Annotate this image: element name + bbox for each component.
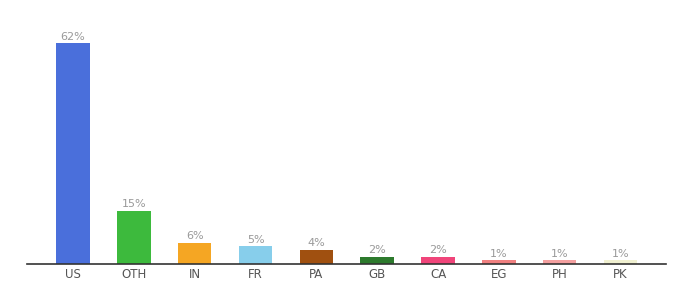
Text: 6%: 6% <box>186 231 203 241</box>
Text: 1%: 1% <box>551 249 568 259</box>
Bar <box>543 260 577 264</box>
Text: 4%: 4% <box>307 238 325 248</box>
Bar <box>56 44 90 264</box>
Bar <box>239 246 272 264</box>
Bar <box>482 260 515 264</box>
Text: 1%: 1% <box>612 249 630 259</box>
Bar <box>422 257 455 264</box>
Bar <box>360 257 394 264</box>
Bar <box>117 211 150 264</box>
Bar <box>300 250 333 264</box>
Text: 5%: 5% <box>247 235 265 245</box>
Text: 1%: 1% <box>490 249 508 259</box>
Text: 15%: 15% <box>122 199 146 209</box>
Text: 2%: 2% <box>429 245 447 256</box>
Text: 62%: 62% <box>61 32 86 42</box>
Text: 2%: 2% <box>369 245 386 256</box>
Bar <box>604 260 637 264</box>
Bar <box>178 243 211 264</box>
